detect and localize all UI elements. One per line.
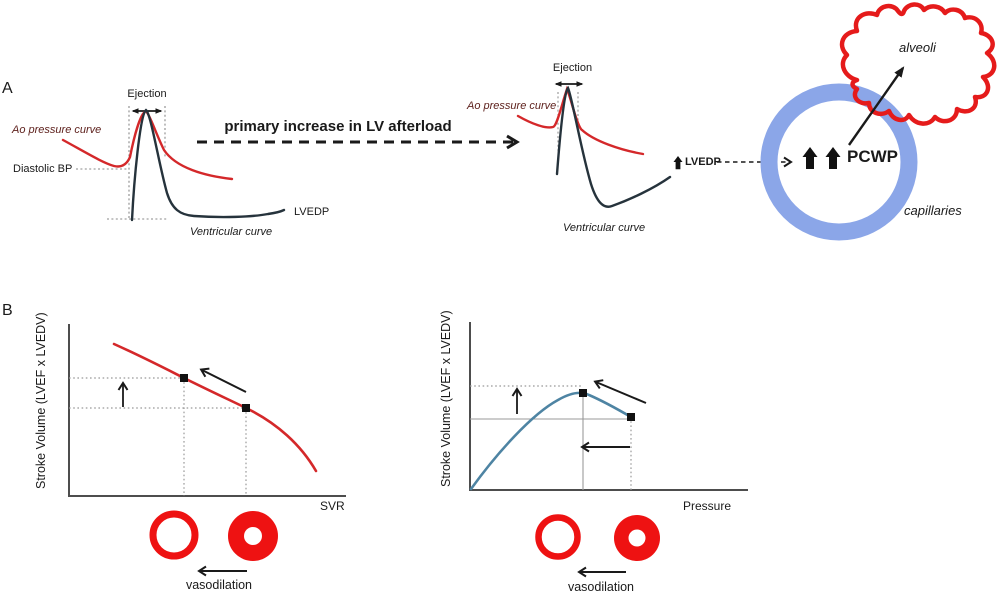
pressure-marker-after — [579, 389, 587, 397]
pressure-chart-axes — [469, 322, 748, 491]
pcwp-up-arrow-icon-2 — [825, 147, 841, 169]
ventricular-curve-label-right: Ventricular curve — [563, 222, 646, 234]
diastolic-bp-label: Diastolic BP — [13, 163, 73, 175]
ejection-label-left: Ejection — [127, 88, 167, 100]
alveoli-cloud — [839, 2, 997, 126]
dilated-vessel-icon-left — [149, 510, 199, 560]
pressure-chart-xlabel: Pressure — [683, 499, 732, 513]
svr-chart-xlabel: SVR — [320, 499, 345, 513]
vasodilation-label-left: vasodilation — [185, 578, 252, 592]
panel-b-label: B — [2, 302, 13, 319]
sv-pressure-curve — [469, 391, 633, 491]
constricted-vessel-lumen-right — [628, 529, 646, 547]
ao-pressure-curve-label-right: Ao pressure curve — [467, 100, 557, 112]
svr-chart-ylabel: Stroke Volume (LVEF x LVEDV) — [34, 312, 48, 489]
afterload-transition-label: primary increase in LV afterload — [224, 118, 452, 135]
lvedp-label-left: LVEDP — [294, 206, 330, 218]
pcwp-label: PCWP — [847, 147, 898, 166]
pressure-chart-ylabel: Stroke Volume (LVEF x LVEDV) — [439, 310, 453, 487]
ventricular-curve-left — [130, 108, 286, 222]
constricted-vessel-lumen-left — [244, 527, 262, 545]
ao-pressure-curve-label-left: Ao pressure curve — [12, 124, 102, 136]
alveoli-label: alveoli — [899, 40, 936, 55]
ventricular-curve-right — [555, 85, 672, 208]
pressure-marker-baseline — [627, 413, 635, 421]
ventricular-curve-label-left: Ventricular curve — [190, 226, 273, 238]
ao-pressure-curve-left — [61, 109, 234, 181]
svr-marker-after — [180, 374, 188, 382]
panel-a-label: A — [2, 80, 13, 97]
svr-chart-axes — [68, 324, 346, 497]
sv-svr-curve — [112, 342, 318, 473]
dilated-vessel-icon-right — [535, 514, 581, 560]
ejection-label-right: Ejection — [552, 62, 593, 74]
pcwp-up-arrow-icon-1 — [802, 147, 818, 169]
capillary-ring — [760, 83, 918, 241]
pressure-direction-arrow — [593, 379, 647, 404]
svr-marker-baseline — [242, 404, 250, 412]
pcwp-to-alveoli-arrow — [848, 66, 905, 146]
lvedp-up-arrow-icon — [673, 156, 683, 170]
vasodilation-label-right: vasodilation — [567, 580, 634, 594]
capillaries-label: capillaries — [904, 203, 962, 218]
lvedp-label-right: LVEDP — [685, 156, 721, 168]
svr-direction-arrow — [199, 367, 247, 393]
